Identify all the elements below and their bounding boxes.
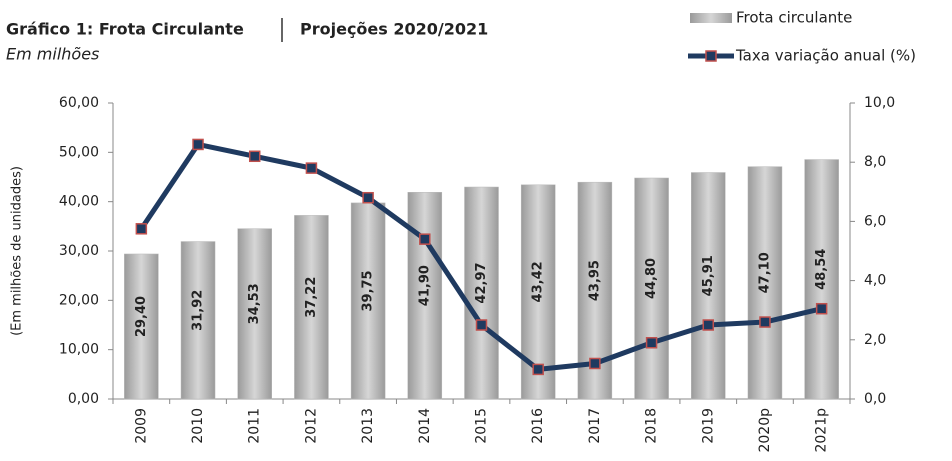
- x-tick-label: 2011: [247, 408, 263, 444]
- line-marker: [419, 233, 431, 245]
- legend-marker: [705, 50, 717, 62]
- y-tick-label: 10,00: [59, 342, 99, 358]
- bar-value-label: 41,90: [417, 265, 432, 306]
- line-marker: [589, 357, 601, 370]
- bar: [180, 241, 216, 400]
- x-tick-label: 2019: [700, 408, 716, 444]
- bar-value-label: 39,75: [361, 270, 376, 311]
- line-marker: [475, 319, 488, 331]
- y-tick-label: 60,00: [59, 95, 99, 111]
- chart-title-part: Projeções 2020/2021: [300, 20, 488, 39]
- x-tick-label: 2021p: [814, 408, 830, 453]
- bar: [747, 166, 783, 400]
- bar: [237, 228, 272, 400]
- bar: [124, 253, 159, 400]
- x-tick-label: 2016: [530, 408, 546, 444]
- x-tick-label: 2017: [587, 408, 603, 444]
- legend-swatch: [690, 13, 732, 23]
- legend-label: Taxa variação anual (%): [735, 47, 916, 65]
- y-tick-label: 0,00: [68, 391, 99, 407]
- line-marker: [645, 337, 658, 349]
- line-marker: [362, 191, 374, 204]
- bar-value-label: 43,42: [531, 261, 546, 302]
- y-tick-label: 30,00: [59, 243, 99, 259]
- line-marker: [305, 162, 318, 174]
- y2-tick-label: 2,0: [864, 332, 886, 348]
- y2-tick-label: 6,0: [864, 213, 886, 229]
- bar-value-label: 42,97: [474, 262, 489, 303]
- x-tick-label: 2012: [303, 408, 319, 444]
- y-tick-label: 40,00: [59, 194, 99, 210]
- x-tick-label: 2009: [133, 408, 149, 444]
- bar-value-label: 29,40: [134, 296, 149, 337]
- x-tick-label: 2010: [190, 408, 206, 444]
- line-marker: [135, 223, 148, 235]
- y2-tick-label: 10,0: [864, 95, 895, 111]
- x-tick-label: 2018: [644, 408, 660, 444]
- y-axis-label: (Em milhões de unidades): [10, 166, 25, 336]
- bar: [294, 215, 329, 400]
- x-tick-label: 2014: [417, 408, 433, 444]
- y2-tick-label: 0,0: [864, 391, 886, 407]
- bar-value-label: 34,53: [247, 283, 262, 324]
- bar: [804, 159, 839, 400]
- bar-value-label: 37,22: [304, 277, 319, 318]
- y-tick-label: 50,00: [59, 144, 99, 160]
- x-tick-label: 2013: [360, 408, 376, 444]
- bar: [350, 202, 386, 400]
- y2-tick-label: 8,0: [864, 154, 886, 170]
- bar-value-label: 48,54: [814, 249, 829, 290]
- bar-value-label: 31,92: [191, 290, 206, 331]
- legend-label: Frota circulante: [736, 9, 852, 27]
- bar-value-label: 44,80: [644, 258, 659, 299]
- y2-tick-label: 4,0: [864, 273, 886, 289]
- chart-title: Gráfico 1: Frota Circulante: [6, 20, 244, 39]
- bar-value-label: 47,10: [757, 252, 772, 293]
- line-marker: [815, 302, 828, 315]
- bar: [691, 172, 726, 400]
- line-marker: [532, 363, 544, 376]
- x-tick-label: 2020p: [757, 408, 773, 453]
- line-marker: [192, 138, 204, 151]
- chart-subtitle: Em milhões: [6, 45, 99, 64]
- bar-value-label: 45,91: [701, 255, 716, 296]
- bar: [634, 177, 669, 400]
- x-tick-label: 2015: [474, 408, 490, 444]
- line-marker: [248, 150, 261, 163]
- bar-value-label: 43,95: [587, 260, 602, 301]
- line-marker: [702, 319, 715, 331]
- bar: [464, 186, 499, 400]
- y-tick-label: 20,00: [59, 292, 99, 308]
- bar: [407, 192, 443, 400]
- line-marker: [759, 316, 771, 328]
